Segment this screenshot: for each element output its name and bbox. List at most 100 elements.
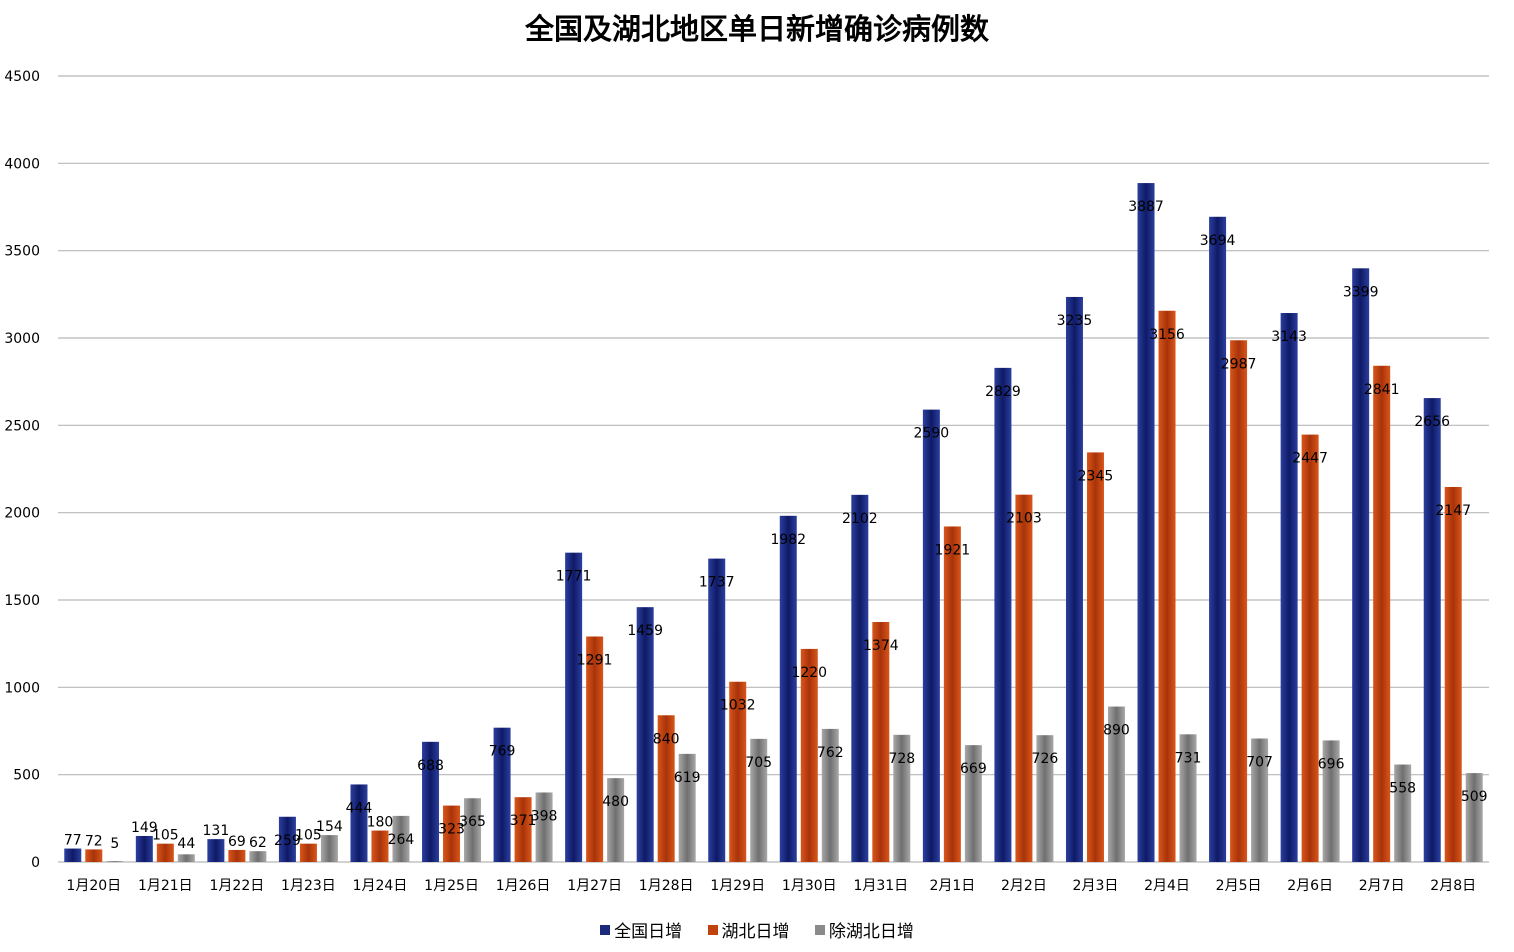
- bar: [177, 854, 195, 862]
- data-label: 3143: [1271, 329, 1307, 345]
- bar: [821, 728, 839, 862]
- bar: [464, 798, 482, 862]
- data-label: 1291: [577, 653, 613, 669]
- legend-swatch-excluding-hubei: [814, 924, 825, 935]
- x-tick-label: 1月21日: [138, 878, 193, 894]
- x-tick-label: 1月27日: [567, 878, 622, 894]
- x-tick-label: 2月5日: [1216, 878, 1262, 894]
- x-tick-label: 2月1日: [929, 878, 975, 894]
- bar: [1065, 296, 1083, 862]
- data-label: 323: [438, 822, 465, 838]
- data-label: 509: [1461, 789, 1488, 805]
- bar: [422, 741, 440, 862]
- data-label: 1737: [699, 575, 735, 591]
- data-label: 3694: [1200, 233, 1236, 249]
- x-tick-label: 2月2日: [1001, 878, 1047, 894]
- bar: [207, 839, 225, 862]
- data-label: 72: [85, 833, 103, 849]
- bar: [943, 526, 961, 862]
- data-label: 890: [1103, 723, 1130, 739]
- data-label: 3235: [1057, 313, 1093, 329]
- data-label: 105: [295, 828, 322, 844]
- data-label: 2829: [985, 384, 1021, 400]
- legend-label-national: 全国日增: [614, 922, 683, 942]
- data-label: 5: [110, 836, 119, 852]
- y-axis-ticks: 0 500 1000 1500 2000 2500 3000 3500 4000 4500: [4, 69, 40, 871]
- x-tick-label: 1月31日: [853, 878, 908, 894]
- data-label: 731: [1175, 750, 1202, 766]
- data-label: 2102: [842, 511, 878, 527]
- x-tick-label: 2月8日: [1430, 878, 1476, 894]
- data-label: 444: [346, 800, 373, 816]
- bar: [893, 734, 911, 862]
- bar: [493, 727, 511, 862]
- data-label: 2447: [1292, 451, 1328, 467]
- bar: [678, 753, 696, 862]
- data-label: 480: [602, 794, 629, 810]
- legend-swatch-hubei: [707, 924, 718, 935]
- data-label: 705: [745, 755, 772, 771]
- bar: [779, 515, 797, 862]
- data-label: 1921: [935, 542, 971, 558]
- data-label: 2103: [1006, 511, 1042, 527]
- bar: [636, 607, 654, 862]
- bar: [1251, 738, 1269, 862]
- data-label: 149: [131, 820, 158, 836]
- x-tick-label: 2月3日: [1073, 878, 1119, 894]
- data-label: 762: [817, 745, 844, 761]
- chart-title: 全国及湖北地区单日新增确诊病例数: [524, 12, 989, 46]
- bar: [708, 558, 726, 862]
- gridlines: [58, 75, 1489, 863]
- data-label: 105: [152, 828, 179, 844]
- data-label: 44: [177, 836, 195, 852]
- bar: [586, 636, 604, 862]
- bar: [535, 792, 553, 862]
- y-tick-label: 2500: [4, 418, 40, 434]
- x-axis-ticks: 1月20日 1月21日 1月22日 1月23日 1月24日 1月25日 1月26日 1月27日…: [66, 878, 1476, 894]
- x-tick-label: 1月23日: [281, 878, 336, 894]
- data-label: 259: [274, 833, 301, 849]
- bar: [657, 715, 675, 862]
- legend-label-hubei: 湖北日增: [721, 922, 790, 942]
- bar: [1158, 310, 1176, 862]
- data-label: 3399: [1343, 284, 1379, 300]
- y-tick-label: 4500: [4, 69, 40, 85]
- x-tick-label: 1月29日: [710, 878, 765, 894]
- data-label: 2590: [914, 426, 950, 442]
- bar: [1394, 764, 1412, 862]
- bar: [1444, 486, 1462, 862]
- x-tick-label: 1月26日: [496, 878, 551, 894]
- legend-item-excluding-hubei: 除湖北日增: [814, 917, 914, 942]
- bar: [299, 843, 317, 862]
- data-label: 69: [228, 834, 246, 850]
- data-label: 365: [459, 814, 486, 830]
- data-label: 2656: [1414, 414, 1450, 430]
- x-tick-label: 1月30日: [782, 878, 837, 894]
- data-label: 2345: [1078, 468, 1114, 484]
- data-label: 3156: [1149, 327, 1185, 343]
- bar: [1179, 734, 1197, 862]
- data-label: 1374: [863, 638, 899, 654]
- bar: [106, 861, 124, 862]
- data-label: 77: [64, 833, 82, 849]
- x-tick-label: 1月28日: [639, 878, 694, 894]
- data-label: 769: [489, 744, 516, 760]
- data-label: 62: [249, 835, 267, 851]
- bar: [392, 815, 410, 862]
- bar: [1230, 340, 1248, 863]
- data-label: 707: [1246, 755, 1273, 771]
- bar: [1352, 268, 1370, 863]
- data-label: 840: [653, 731, 680, 747]
- bar: [228, 849, 246, 862]
- bar: [729, 681, 747, 862]
- data-label: 3887: [1128, 199, 1164, 215]
- bar: [1015, 494, 1033, 862]
- data-label: 264: [388, 832, 415, 848]
- bar: [607, 778, 625, 862]
- data-label: 1459: [627, 623, 663, 639]
- data-label: 1771: [556, 569, 592, 585]
- legend: 全国日增 湖北日增 除湖北日增: [0, 917, 1514, 942]
- x-tick-label: 2月7日: [1359, 878, 1405, 894]
- bar: [1423, 398, 1441, 862]
